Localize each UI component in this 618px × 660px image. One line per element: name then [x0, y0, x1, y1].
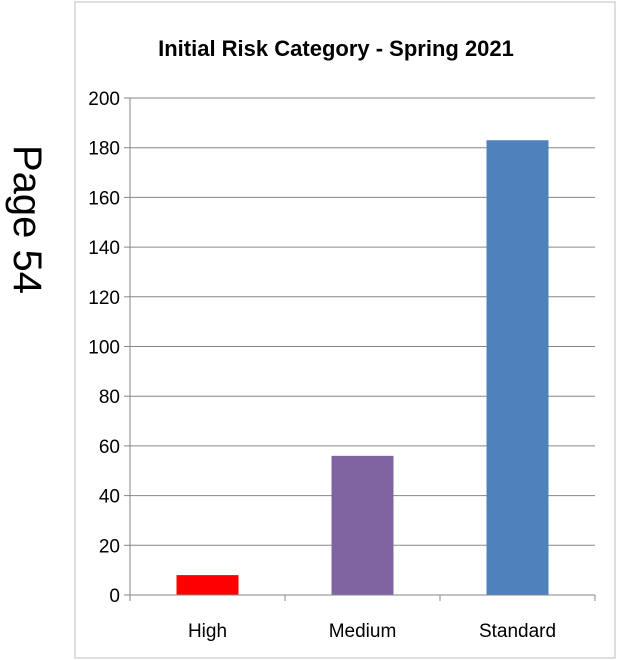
page-number-label: Page 54 — [5, 145, 49, 295]
y-tick-label: 160 — [88, 188, 120, 209]
y-tick-label: 200 — [88, 89, 120, 110]
bar-standard — [486, 140, 549, 595]
chart-title: Initial Risk Category - Spring 2021 — [158, 36, 514, 61]
x-tick-labels: High Medium Standard — [188, 621, 556, 642]
y-tick-label: 80 — [99, 387, 120, 408]
y-tick-label: 40 — [99, 487, 120, 508]
y-tick-labels: 0 20 40 60 80 100 120 140 160 180 200 — [88, 89, 120, 607]
y-tick-label: 120 — [88, 288, 120, 309]
bar-high — [176, 575, 239, 595]
axes — [124, 97, 596, 601]
y-tick-label: 20 — [99, 536, 120, 557]
bars — [176, 140, 549, 595]
x-tick-label: Medium — [329, 621, 397, 642]
bar-medium — [331, 455, 394, 595]
y-tick-label: 100 — [88, 338, 120, 359]
y-tick-label: 140 — [88, 238, 120, 259]
y-tick-label: 0 — [109, 586, 120, 607]
y-tick-label: 60 — [99, 437, 120, 458]
x-tick-label: Standard — [479, 621, 556, 642]
x-tick-label: High — [188, 621, 227, 642]
y-tick-label: 180 — [88, 139, 120, 160]
